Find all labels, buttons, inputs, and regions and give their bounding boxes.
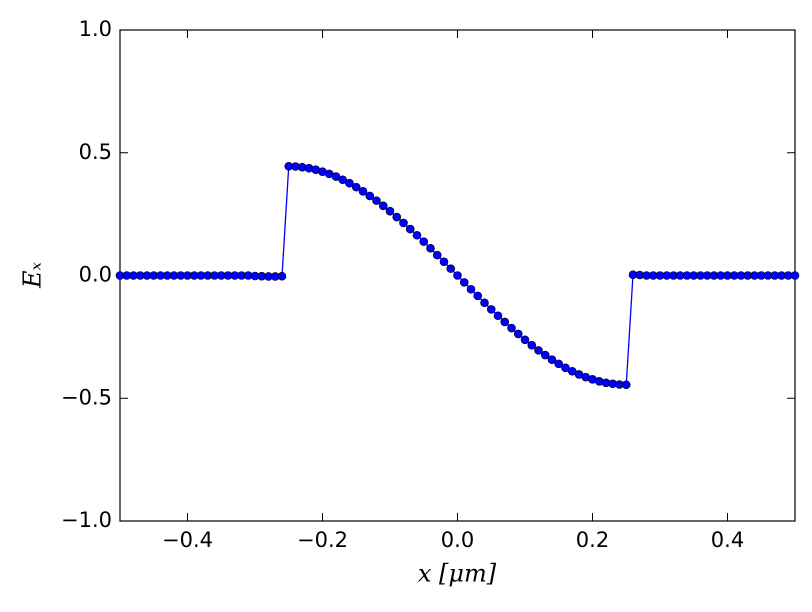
data-point: [351, 182, 361, 192]
data-point: [466, 284, 476, 294]
x-axis-label: x [μm]: [418, 560, 497, 588]
data-point: [621, 380, 631, 390]
data-point: [358, 186, 368, 196]
data-point: [345, 178, 354, 188]
y-tick-label: 1.0: [79, 17, 112, 41]
data-point: [561, 363, 570, 373]
data-point: [412, 230, 422, 240]
data-point: [493, 311, 503, 321]
data-point: [392, 212, 402, 222]
data-point: [520, 335, 530, 345]
x-tick-label: 0.0: [441, 528, 474, 552]
data-point: [338, 175, 348, 185]
x-tick-label: 0.4: [711, 528, 744, 552]
data-point: [547, 355, 557, 365]
data-point: [277, 271, 287, 281]
y-tick-label: −0.5: [61, 385, 112, 409]
data-point: [372, 196, 381, 205]
data-point: [534, 346, 543, 355]
data-point: [513, 329, 523, 339]
data-point: [459, 278, 469, 287]
data-point: [439, 257, 449, 267]
data-point: [790, 271, 800, 280]
data-point: [480, 298, 489, 308]
data-point: [486, 305, 496, 314]
data-point: [432, 250, 442, 260]
x-tick-label: −0.4: [162, 528, 213, 552]
data-point: [385, 206, 395, 216]
y-tick-label: 0.5: [79, 140, 112, 164]
y-tick-label: 0.0: [79, 263, 112, 287]
data-point: [426, 243, 435, 253]
data-point: [399, 218, 408, 228]
data-point: [453, 271, 462, 280]
data-point: [446, 264, 456, 273]
y-axis-label: Eₓ: [19, 262, 47, 290]
data-point: [365, 191, 375, 201]
data-point: [527, 340, 537, 350]
x-tick-label: −0.2: [297, 528, 348, 552]
data-point: [500, 317, 510, 327]
data-point: [419, 237, 429, 246]
y-tick-label: −1.0: [61, 508, 112, 532]
data-point: [405, 224, 415, 234]
x-tick-label: 0.2: [576, 528, 609, 552]
data-point: [378, 201, 388, 211]
data-point: [473, 291, 483, 301]
data-point: [554, 359, 564, 369]
data-point: [507, 323, 516, 333]
data-point: [540, 350, 550, 360]
